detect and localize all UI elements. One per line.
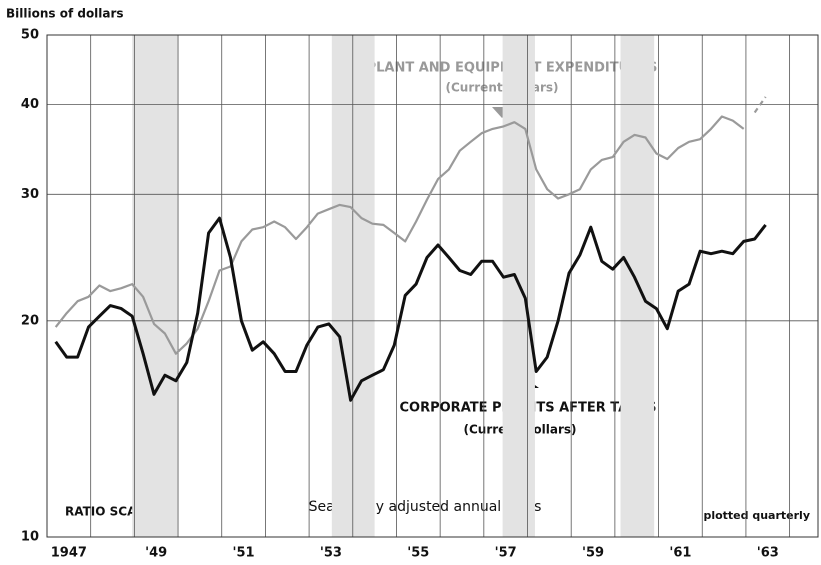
x-tick-label: '53 [320, 546, 342, 561]
plot-frame [46, 34, 819, 538]
recession-band [132, 35, 179, 537]
x-tick-label: '51 [233, 546, 255, 561]
y-tick-label: 20 [21, 313, 39, 328]
x-tick-label: 1947 [51, 546, 87, 561]
recession-band [331, 35, 375, 537]
series-line [54, 216, 767, 402]
x-tick-label: '49 [145, 546, 167, 561]
y-axis-label: Billions of dollars [6, 7, 124, 21]
annotation: RATIO SCALE [65, 505, 152, 519]
series-line [753, 96, 767, 114]
y-tick-label: 30 [21, 187, 39, 202]
x-tick-label: '57 [495, 546, 517, 561]
series-sublabel: (Current dollars) [446, 81, 559, 95]
y-tick-label: 50 [21, 28, 39, 43]
x-tick-label: '61 [669, 546, 691, 561]
series-line [54, 115, 745, 355]
y-tick-label: 40 [21, 97, 39, 112]
annotation: plotted quarterly [703, 509, 810, 522]
x-tick-label: '59 [582, 546, 604, 561]
x-tick-label: '63 [757, 546, 779, 561]
x-tick-label: '55 [407, 546, 429, 561]
y-tick-label: 10 [21, 530, 39, 545]
